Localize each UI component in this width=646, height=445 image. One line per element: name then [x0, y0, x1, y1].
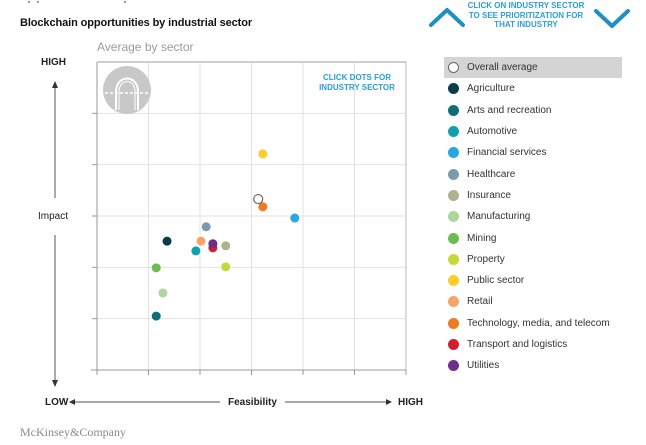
- previous-sector-button[interactable]: [428, 6, 466, 33]
- legend-item-retail[interactable]: Retail: [444, 291, 622, 312]
- x-axis-label: Feasibility: [228, 397, 277, 408]
- axes: [52, 61, 407, 405]
- data-point-retail[interactable]: [196, 236, 206, 246]
- legend-label: Manufacturing: [467, 211, 531, 223]
- legend: Overall average Agriculture Arts and recre…: [444, 57, 622, 376]
- legend-label: Utilities: [467, 360, 500, 372]
- legend-marker: [448, 168, 459, 180]
- brand-logo: McKinsey&Company: [20, 425, 126, 439]
- legend-item-mining[interactable]: Mining: [444, 227, 622, 248]
- data-point-public-sector[interactable]: [258, 149, 268, 159]
- data-point-property[interactable]: [221, 262, 231, 272]
- data-point-technology-media-and-telecom[interactable]: [258, 202, 268, 212]
- data-point-manufacturing[interactable]: [158, 288, 168, 298]
- legend-marker: [448, 360, 459, 372]
- x-axis-high-label: HIGH: [398, 397, 423, 408]
- data-points: [151, 149, 300, 321]
- legend-marker: [448, 189, 459, 201]
- legend-label: Agriculture: [467, 83, 515, 95]
- next-sector-button[interactable]: [593, 8, 631, 35]
- legend-item-manufacturing[interactable]: Manufacturing: [444, 206, 622, 227]
- legend-label: Arts and recreation: [467, 104, 552, 116]
- legend-item-property[interactable]: Property: [444, 249, 622, 270]
- legend-item-arts-and-recreation[interactable]: Arts and recreation: [444, 100, 622, 121]
- sector-navigation-hint: CLICK ON INDUSTRY SECTOR TO SEE PRIORITI…: [467, 1, 585, 29]
- legend-label: Overall average: [467, 62, 538, 74]
- legend-label: Property: [467, 253, 505, 265]
- legend-label: Insurance: [467, 189, 511, 201]
- chevron-down-icon: [594, 9, 630, 28]
- legend-marker: [448, 104, 459, 116]
- legend-item-financial-services[interactable]: Financial services: [444, 142, 622, 163]
- data-point-arts-and-recreation[interactable]: [151, 311, 161, 321]
- legend-marker: [448, 275, 459, 287]
- legend-label: Technology, media, and telecom: [467, 317, 610, 329]
- chart-title: Blockchain opportunities by industrial s…: [20, 17, 253, 29]
- x-arrow-right-head: [386, 399, 392, 405]
- data-point-financial-services[interactable]: [290, 213, 300, 223]
- legend-label: Financial services: [467, 147, 547, 159]
- legend-marker: [448, 296, 459, 308]
- data-point-agriculture[interactable]: [162, 236, 172, 246]
- legend-marker: [448, 339, 459, 350]
- clipped-text-remnant: [28, 1, 128, 4]
- legend-item-overall-average[interactable]: Overall average: [444, 57, 622, 79]
- x-axis-low-label: LOW: [45, 397, 69, 408]
- data-point-automotive[interactable]: [191, 246, 201, 256]
- y-axis-high-label: HIGH: [41, 57, 66, 68]
- y-arrow-down-head: [52, 380, 58, 387]
- grid-lines: [97, 62, 406, 370]
- x-arrow-left-head: [69, 399, 75, 405]
- y-axis-label: Impact: [38, 211, 69, 222]
- legend-item-healthcare[interactable]: Healthcare: [444, 163, 622, 184]
- legend-marker: [448, 232, 459, 244]
- legend-item-agriculture[interactable]: Agriculture: [444, 78, 622, 99]
- legend-item-technology-media-and-telecom[interactable]: Technology, media, and telecom: [444, 313, 622, 334]
- legend-label: Transport and logistics: [467, 339, 568, 350]
- data-point-healthcare[interactable]: [201, 222, 211, 232]
- legend-label: Public sector: [467, 275, 525, 287]
- data-point-utilities[interactable]: [208, 239, 218, 249]
- data-point-overall-average[interactable]: [253, 193, 264, 205]
- legend-marker: [448, 211, 459, 223]
- legend-label: Retail: [467, 296, 493, 308]
- chevron-up-icon: [429, 8, 465, 27]
- y-arrow-up-head: [52, 81, 58, 88]
- legend-marker: [448, 83, 459, 95]
- legend-label: Automotive: [467, 126, 518, 138]
- legend-label: Healthcare: [467, 168, 516, 180]
- click-dots-hint: CLICK DOTS FOR INDUSTRY SECTOR: [319, 73, 395, 92]
- legend-marker: [448, 253, 459, 265]
- legend-item-public-sector[interactable]: Public sector: [444, 270, 622, 291]
- legend-label: Mining: [467, 232, 497, 244]
- arch-badge: [103, 66, 151, 114]
- legend-item-automotive[interactable]: Automotive: [444, 121, 622, 142]
- legend-item-transport-and-logistics[interactable]: Transport and logistics: [444, 334, 622, 355]
- legend-marker: [448, 62, 459, 74]
- legend-marker: [448, 147, 459, 159]
- legend-item-utilities[interactable]: Utilities: [444, 355, 622, 376]
- legend-marker: [448, 126, 459, 138]
- arch-icon: [105, 77, 149, 110]
- chart-subtitle: Average by sector: [97, 40, 194, 54]
- legend-marker: [448, 317, 459, 329]
- data-point-insurance[interactable]: [221, 241, 231, 251]
- data-point-mining[interactable]: [151, 263, 161, 273]
- legend-item-insurance[interactable]: Insurance: [444, 185, 622, 206]
